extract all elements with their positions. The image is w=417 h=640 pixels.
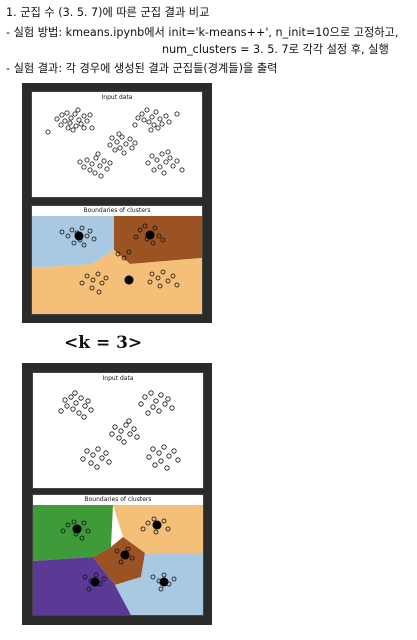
kmeans-figure-k5: Input data <box>22 363 212 625</box>
method-line: - 실험 방법: kmeans.ipynb에서 init='k-means++'… <box>6 26 399 39</box>
input-data-plot: Input data <box>31 91 203 198</box>
k-label: <k = 3> <box>64 333 143 353</box>
section-heading: 1. 군집 수 (3. 5. 7)에 따른 군집 결과 비교 <box>6 6 210 19</box>
method-line-continued: num_clusters = 3. 5. 7로 각각 설정 후, 실행 <box>162 43 389 56</box>
result-line: - 실험 결과: 각 경우에 생성된 결과 군집들(경계들)을 출력 <box>6 62 278 75</box>
boundaries-title: Boundaries of clusters <box>84 496 152 503</box>
input-data-title: Input data <box>101 94 133 101</box>
input-scatter <box>58 390 181 471</box>
boundaries-regions <box>32 216 202 314</box>
input-data-title: Input data <box>102 375 134 382</box>
boundaries-regions <box>33 505 203 615</box>
input-data-plot: Input data <box>32 372 204 489</box>
kmeans-figure-k3: Input data <box>22 83 212 323</box>
boundaries-plot: Boundaries of clusters <box>31 205 203 315</box>
boundaries-plot: Boundaries of clusters <box>32 494 204 616</box>
boundaries-title: Boundaries of clusters <box>83 207 151 214</box>
input-scatter <box>45 107 185 179</box>
